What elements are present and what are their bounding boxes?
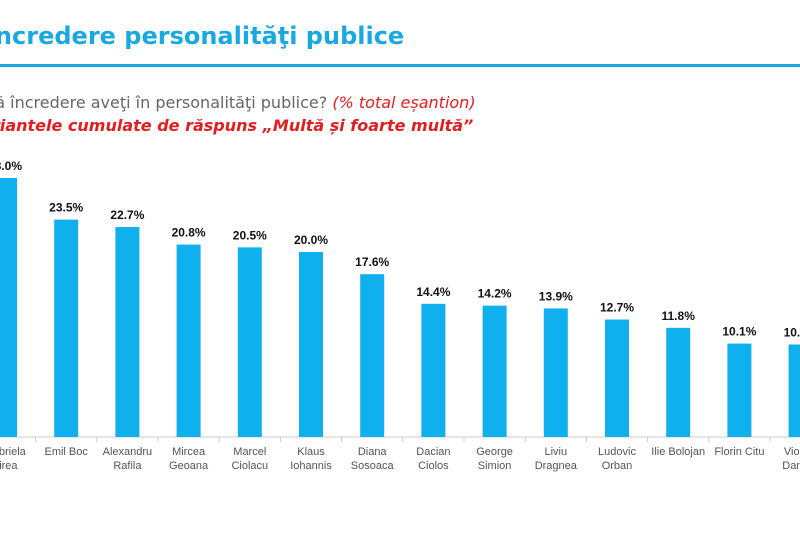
bar: [237, 247, 262, 437]
category-label: Emil Boc: [44, 446, 88, 458]
category-label: Ciolacu: [231, 460, 268, 472]
value-label: 12.7%: [600, 301, 634, 315]
category-label: Firea: [0, 460, 18, 472]
category-label: Gabriela: [0, 446, 27, 458]
question: Câtă încredere aveţi în personalităţi pu…: [0, 93, 476, 112]
value-label: 14.4%: [416, 285, 450, 299]
bar: [543, 308, 568, 437]
value-label: 22.7%: [110, 208, 144, 222]
category-label: Viorica: [784, 446, 800, 458]
category-label: Diana: [358, 446, 388, 458]
category-label: Rafila: [113, 460, 142, 472]
value-label: 10.0%: [784, 326, 800, 340]
category-label: Geoana: [169, 460, 209, 472]
category-label: Marcel: [233, 446, 266, 458]
bar: [176, 244, 201, 437]
bar: [788, 344, 800, 437]
value-label: 14.2%: [478, 287, 512, 301]
category-label: Liviu: [544, 446, 567, 458]
bar: [115, 227, 140, 437]
category-label: Alexandru: [103, 446, 153, 458]
category-label: Orban: [602, 460, 633, 472]
bar: [54, 219, 79, 437]
subtitle: Variantele cumulate de răspuns „Multă și…: [0, 116, 474, 135]
category-label: Dacian: [416, 446, 450, 458]
category-label: Dancila: [782, 460, 800, 472]
value-label: 28.0%: [0, 159, 22, 173]
category-label: Ludovic: [598, 446, 636, 458]
category-label: Florin Citu: [714, 446, 764, 458]
bar: [299, 252, 323, 437]
value-label: 20.5%: [233, 228, 267, 242]
category-label: Ilie Bolojan: [651, 446, 705, 458]
value-label: 20.0%: [294, 233, 328, 247]
category-label: Sosoaca: [351, 460, 395, 472]
title-divider: [0, 64, 800, 67]
category-label: Mircea: [172, 446, 206, 458]
value-label: 20.8%: [172, 226, 206, 240]
bar: [0, 178, 17, 437]
value-label: 11.8%: [662, 309, 696, 323]
category-label: Simion: [478, 460, 512, 472]
bar: [727, 343, 752, 437]
category-label: Iohannis: [290, 460, 332, 472]
value-label: 13.9%: [539, 289, 573, 303]
value-label: 17.6%: [355, 255, 389, 269]
category-label: Dragnea: [535, 460, 578, 472]
question-text: Câtă încredere aveţi în personalităţi pu…: [0, 93, 328, 112]
value-label: 10.1%: [722, 325, 756, 339]
bar: [421, 303, 446, 437]
category-label: George: [476, 446, 513, 458]
bar: [605, 319, 629, 437]
bar: [482, 305, 507, 437]
page-title: Încredere personalităţi publice: [0, 22, 405, 50]
value-label: 23.5%: [49, 201, 83, 215]
category-label: Ciolos: [418, 460, 449, 472]
bar: [360, 274, 385, 437]
question-note: (% total eșantion): [332, 93, 476, 112]
bar: [666, 327, 691, 437]
category-label: Klaus: [297, 446, 325, 458]
